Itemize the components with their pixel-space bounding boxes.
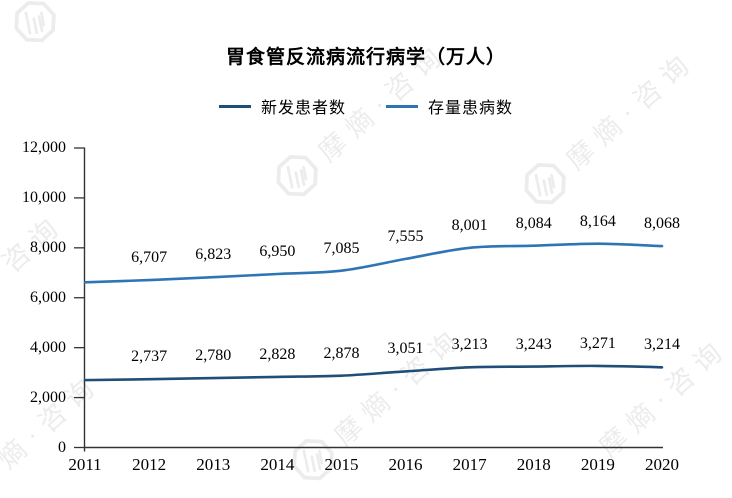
y-axis-ticks [74, 147, 85, 449]
data-label-existing-2019: 8,164 [579, 212, 616, 230]
x-axis-tick-label: 2018 [516, 455, 551, 474]
data-label-existing-2016: 7,555 [387, 227, 424, 245]
x-axis-tick-label: 2020 [645, 455, 679, 474]
watermark-tile: 摩熵·咨询 [265, 29, 457, 208]
watermark-tile [3, 0, 68, 54]
legend-label-new-patients: 新发患者数 [260, 100, 346, 117]
y-axis-tick-label: 0 [58, 438, 66, 456]
data-label-new-2015: 2,878 [323, 344, 360, 362]
data-label-existing-2014: 6,950 [259, 243, 296, 261]
watermark-logo-icon [14, 0, 56, 43]
x-axis-tick-label: 2013 [196, 455, 231, 474]
series-line-existing-patients [83, 242, 664, 284]
data-label-existing-2012: 6,707 [131, 249, 168, 267]
watermark-tile: 摩熵·咨询 [281, 313, 473, 492]
y-axis-tick-label: 8,000 [30, 238, 66, 256]
data-label-existing-2018: 8,084 [515, 214, 552, 232]
x-axis-tick-label: 2016 [388, 455, 423, 474]
legend-item-new-patients: 新发患者数 [218, 94, 346, 118]
data-label-existing-2013: 6,823 [195, 246, 232, 264]
x-axis-tick-label: 2017 [452, 455, 487, 474]
watermark-logo-icon [524, 162, 566, 205]
data-label-new-2017: 3,213 [451, 336, 488, 354]
y-axis-tick-label: 12,000 [22, 139, 66, 156]
chart-title: 胃食管反流病流行病学（万人） [225, 47, 506, 68]
y-axis-tick-label: 4,000 [30, 338, 66, 356]
data-label-new-2019: 3,271 [579, 334, 616, 352]
watermark-logo-icon [292, 438, 334, 481]
series-line-new-patients [83, 364, 664, 382]
data-label-new-2018: 3,243 [515, 335, 552, 353]
data-label-new-2014: 2,828 [259, 345, 296, 363]
data-label-existing-2017: 8,001 [451, 216, 488, 234]
legend-item-existing-patients: 存量患病数 [386, 94, 513, 118]
data-label-new-2012: 2,737 [131, 348, 168, 366]
legend-line-swatch-new-patients [218, 104, 251, 108]
data-label-new-2020: 3,214 [644, 336, 680, 354]
y-axis-tick-label: 6,000 [30, 288, 66, 306]
data-label-existing-2015: 7,085 [323, 239, 360, 257]
data-label-new-2013: 2,780 [195, 347, 232, 365]
x-axis-tick-label: 2011 [68, 455, 102, 474]
watermark-logo-icon [276, 154, 318, 197]
x-axis-tick-label: 2014 [260, 455, 295, 474]
watermark-tile: 摩熵·咨询 [513, 37, 705, 216]
legend: 新发患者数 存量患病数 [0, 94, 732, 118]
x-axis-tick-label: 2012 [132, 455, 167, 474]
legend-line-swatch-existing-patients [386, 104, 418, 108]
data-label-existing-2020: 8,068 [644, 215, 680, 233]
legend-label-existing-patients: 存量患病数 [428, 100, 514, 117]
x-axis-tick-label: 2019 [580, 455, 615, 474]
y-axis-tick-label: 10,000 [22, 188, 66, 206]
data-label-new-2016: 3,051 [387, 340, 424, 358]
y-axis-tick-label: 2,000 [30, 388, 66, 406]
x-axis-tick-label: 2015 [324, 455, 359, 474]
